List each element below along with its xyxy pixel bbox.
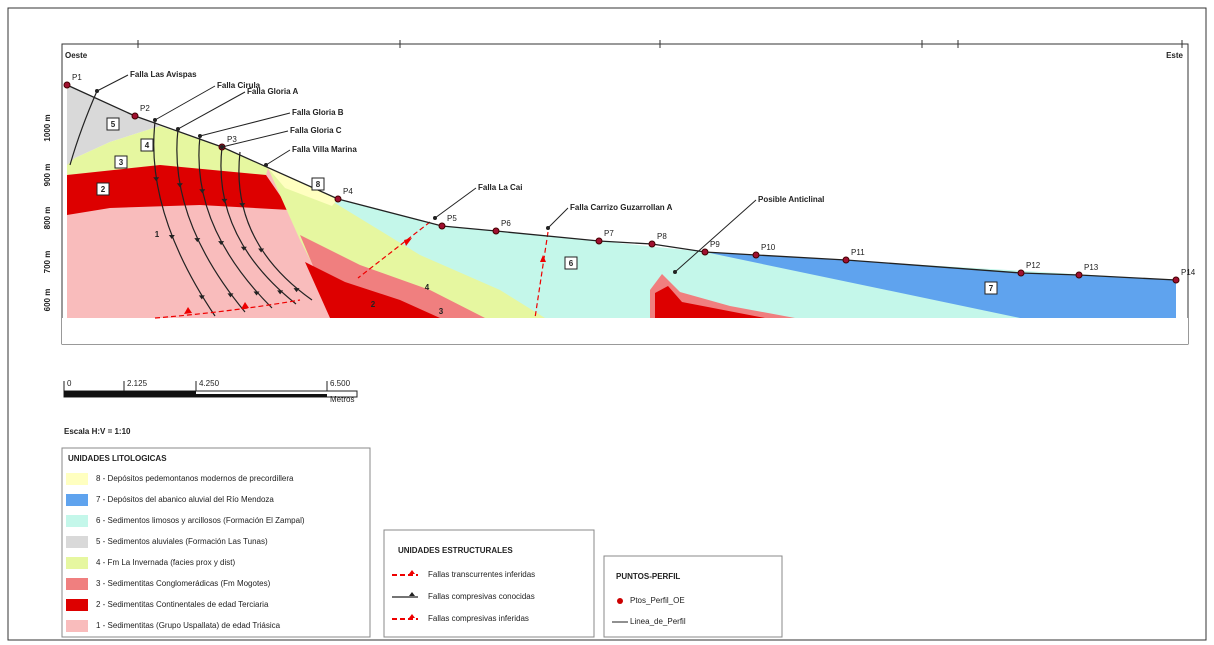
unit-label: 5 <box>111 120 116 129</box>
point-label: P2 <box>140 104 150 113</box>
legend-label: Fallas compresivas inferidas <box>428 614 529 623</box>
point-label: P10 <box>761 243 776 252</box>
fault-dot <box>176 127 180 131</box>
scale-bar-fill <box>196 394 327 397</box>
fault-label: Falla Gloria A <box>247 87 298 96</box>
profile-point <box>1018 270 1024 276</box>
fault-label: Falla Gloria B <box>292 108 344 117</box>
unit-label: 8 <box>316 180 321 189</box>
fault-dot <box>153 118 157 122</box>
legend-title: UNIDADES ESTRUCTURALES <box>398 546 513 555</box>
fault-dot <box>673 270 677 274</box>
scale-label: 0 <box>67 379 72 388</box>
elevation-label: 800 m <box>43 207 52 230</box>
unit-label: 2 <box>101 185 106 194</box>
legend-label: Linea_de_Perfil <box>630 617 686 626</box>
point-label: P3 <box>227 135 237 144</box>
point-label: P8 <box>657 232 667 241</box>
profile-point <box>649 241 655 247</box>
elevation-label: 700 m <box>43 251 52 274</box>
legend-swatch <box>66 578 88 590</box>
fault-dot <box>95 89 99 93</box>
legend-label: Ptos_Perfil_OE <box>630 596 685 605</box>
unit-label: 3 <box>439 307 444 316</box>
profile-point <box>132 113 138 119</box>
elevation-label: 600 m <box>43 289 52 312</box>
legend-label: Fallas transcurrentes inferidas <box>428 570 535 579</box>
point-label: P6 <box>501 219 511 228</box>
fault-label: Falla La Cai <box>478 183 522 192</box>
geologic-profile: Oeste Este 1000 m 900 m 800 m 700 m 600 m P1 P2 P… <box>0 0 1214 645</box>
fault-dot <box>264 163 268 167</box>
legend-label: 7 - Depósitos del abanico aluvial del Rí… <box>96 495 274 504</box>
section-base <box>62 318 1188 344</box>
profile-point <box>335 196 341 202</box>
fault-label: Posible Anticlinal <box>758 195 824 204</box>
profile-point <box>753 252 759 258</box>
fault-dot <box>220 145 224 149</box>
profile-point <box>596 238 602 244</box>
profile-point <box>493 228 499 234</box>
point-label: P11 <box>851 248 865 257</box>
profile-point <box>64 82 70 88</box>
scale-bar-fill <box>64 391 196 397</box>
fault-label: Falla Carrizo Guzarrollan A <box>570 203 673 212</box>
legend-swatch <box>66 473 88 485</box>
legend-point <box>617 598 623 604</box>
fault-dot <box>546 226 550 230</box>
legend-label: 2 - Sedimentitas Continentales de edad T… <box>96 600 269 609</box>
legend-swatch <box>66 515 88 527</box>
unit-label: 6 <box>569 259 574 268</box>
scale-unit: Metros <box>330 395 354 404</box>
legend-swatch <box>66 494 88 506</box>
legend-label: 1 - Sedimentitas (Grupo Uspallata) de ed… <box>96 621 281 630</box>
legend-label: Fallas compresivas conocidas <box>428 592 535 601</box>
fault-label: Falla Las Avispas <box>130 70 197 79</box>
point-label: P7 <box>604 229 614 238</box>
unit-label: 4 <box>145 141 150 150</box>
elevation-label: 1000 m <box>43 114 52 141</box>
legend-label: 3 - Sedimentitas Conglomerádicas (Fm Mog… <box>96 579 271 588</box>
scale-label: 6.500 <box>330 379 351 388</box>
unit-label: 4 <box>425 283 430 292</box>
unit-label: 3 <box>119 158 124 167</box>
legend-swatch <box>66 620 88 632</box>
legend-label: 8 - Depósitos pedemontanos modernos de p… <box>96 474 294 483</box>
scale-label: 2.125 <box>127 379 148 388</box>
point-label: P5 <box>447 214 457 223</box>
fault-dot <box>198 134 202 138</box>
legend-title: UNIDADES LITOLOGICAS <box>68 454 167 463</box>
legend-title: PUNTOS-PERFIL <box>616 572 680 581</box>
legend-swatch <box>66 557 88 569</box>
profile-point <box>439 223 445 229</box>
point-label: P14 <box>1181 268 1196 277</box>
profile-point <box>1076 272 1082 278</box>
point-label: P1 <box>72 73 82 82</box>
unit-label: 1 <box>155 230 160 239</box>
east-label: Este <box>1166 51 1183 60</box>
elevation-label: 900 m <box>43 164 52 187</box>
legend-swatch <box>66 536 88 548</box>
legend-label: 6 - Sedimentos limosos y arcillosos (For… <box>96 516 305 525</box>
point-label: P9 <box>710 240 720 249</box>
scale-title: Escala H:V = 1:10 <box>64 427 131 436</box>
point-label: P4 <box>343 187 353 196</box>
fault-dot <box>433 216 437 220</box>
unit-label: 7 <box>989 284 994 293</box>
fault-label: Falla Villa Marina <box>292 145 357 154</box>
legend-swatch <box>66 599 88 611</box>
profile-point <box>702 249 708 255</box>
legend-label: 5 - Sedimentos aluviales (Formación Las … <box>96 537 268 546</box>
point-label: P12 <box>1026 261 1041 270</box>
profile-point <box>1173 277 1179 283</box>
scale-label: 4.250 <box>199 379 220 388</box>
legend-label: 4 - Fm La Invernada (facies prox y dist) <box>96 558 236 567</box>
point-label: P13 <box>1084 263 1099 272</box>
profile-point <box>843 257 849 263</box>
unit-label: 2 <box>371 300 376 309</box>
west-label: Oeste <box>65 51 88 60</box>
fault-label: Falla Gloria C <box>290 126 342 135</box>
